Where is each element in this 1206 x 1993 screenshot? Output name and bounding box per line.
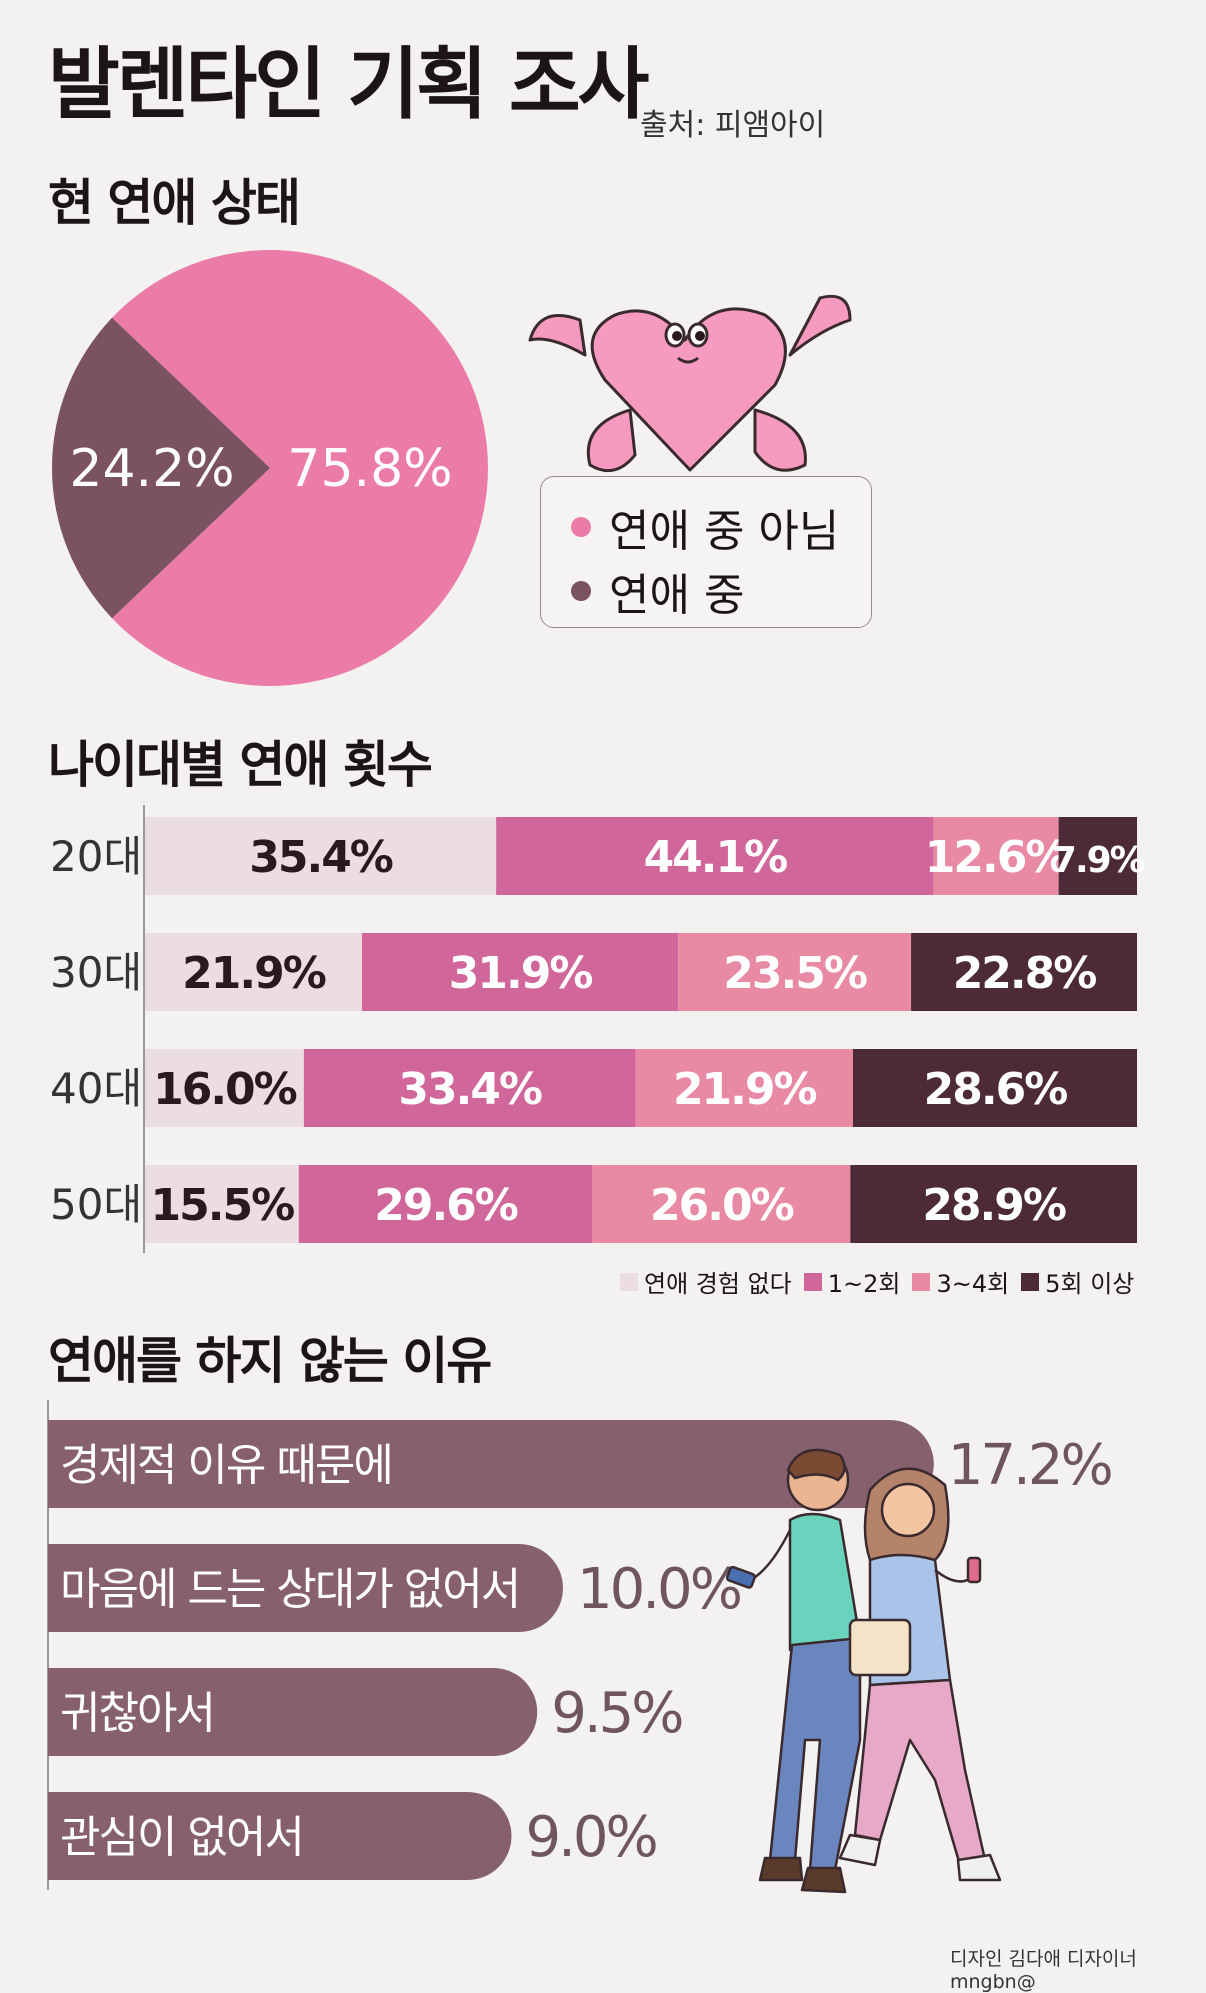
legend-label: 5회 이상: [1045, 1270, 1135, 1298]
stacked-bar-value-label: 29.6%: [374, 1180, 518, 1231]
pie-slice-not-dating: [112, 250, 489, 686]
reason-bar: [48, 1668, 538, 1756]
stacked-bar-segment: [592, 1165, 851, 1243]
stacked-bar-segment: [496, 817, 934, 895]
reason-category-label: 귀찮아서: [60, 1688, 214, 1739]
age-category-label: 40대: [50, 1064, 142, 1113]
stacked-bar-segment: [145, 933, 363, 1011]
reason-section-title: 연애를 하지 않는 이유: [48, 1332, 492, 1390]
stacked-bar-value-label: 12.6%: [925, 832, 1069, 883]
stacked-bar-segment: [362, 933, 679, 1011]
stacked-bar-segment: [933, 817, 1059, 895]
pink-dot-icon: [571, 517, 591, 537]
source-text: 출처: 피앰아이: [640, 108, 826, 143]
stacked-bar-value-label: 35.4%: [249, 832, 393, 883]
age-category-label: 30대: [50, 948, 142, 997]
reason-category-label: 관심이 없어서: [60, 1812, 303, 1863]
age-category-label: 20대: [50, 832, 142, 881]
stacked-bar-value-label: 21.9%: [673, 1064, 817, 1115]
stacked-bar-value-label: 26.0%: [650, 1180, 794, 1231]
legend-item-5-plus: 5회 이상: [1021, 1264, 1134, 1299]
legend-label: 1~2회: [827, 1270, 901, 1298]
stacked-bar-segment: [303, 1049, 636, 1127]
legend-label-dating: 연애 중: [609, 570, 745, 621]
stacked-bar-value-label: 21.9%: [182, 948, 326, 999]
legend-item-not-dating: 연애 중 아님: [571, 495, 839, 559]
stacked-bar-value-label: 31.9%: [449, 948, 593, 999]
legend-item-1-2: 1~2회: [803, 1264, 901, 1299]
reason-bar: [48, 1420, 934, 1508]
plum-dot-icon: [571, 581, 591, 601]
reason-value-label: 10.0%: [577, 1557, 741, 1622]
reason-bar: [48, 1792, 512, 1880]
legend-item-none: 연애 경험 없다: [620, 1264, 792, 1299]
stacked-bar-value-label: 44.1%: [644, 832, 788, 883]
reason-bar-chart: 경제적 이유 때문에 17.2% 마음에 드는 상대가 없어서 10.0% 귀찮아서 9.…: [47, 1400, 1114, 1890]
reason-bar: [48, 1544, 563, 1632]
legend-label-not-dating: 연애 중 아님: [609, 506, 840, 557]
credit-text: 디자인 김다애 디자이너 mngbn@: [950, 1948, 1137, 1993]
reason-value-label: 17.2%: [948, 1433, 1112, 1498]
people-illustration-icon: [725, 1448, 1002, 1894]
legend-item-dating: 연애 중: [571, 559, 744, 623]
stacked-bar-segment: [678, 933, 912, 1011]
stacked-bar-value-label: 15.5%: [151, 1180, 295, 1231]
reason-value-label: 9.0%: [526, 1805, 657, 1870]
swatch-icon: [620, 1272, 638, 1291]
pie-slice-dating: [52, 317, 270, 619]
pie-label-dating: 24.2%: [69, 439, 234, 499]
stacked-bar-segment: [145, 817, 497, 895]
stacked-bar-value-label: 23.5%: [723, 948, 867, 999]
reason-category-label: 마음에 드는 상대가 없어서: [60, 1564, 519, 1615]
stacked-bar-value-label: 16.0%: [153, 1064, 297, 1115]
swatch-icon: [803, 1272, 822, 1291]
stacked-bar-value-label: 7.9%: [1052, 840, 1145, 881]
legend-label: 연애 경험 없다: [644, 1270, 792, 1298]
stacked-bar-value-label: 28.9%: [922, 1180, 1066, 1231]
stacked-bar-segment: [1058, 817, 1137, 895]
stacked-bar-segment: [850, 1165, 1137, 1243]
stacked-bar-segment: [298, 1165, 593, 1243]
pie-legend: 연애 중 아님 연애 중: [540, 476, 872, 628]
status-section-title: 현 연애 상태: [48, 174, 301, 232]
reason-value-label: 9.5%: [551, 1681, 682, 1746]
stacked-bar-segment: [635, 1049, 854, 1127]
heart-mascot-icon: [528, 294, 852, 473]
stacked-bar-value-label: 28.6%: [924, 1064, 1068, 1115]
pie-label-not-dating: 75.8%: [287, 439, 452, 499]
swatch-icon: [912, 1272, 931, 1291]
stacked-bar-value-label: 33.4%: [398, 1064, 542, 1115]
stacked-bar-segment: [145, 1049, 304, 1127]
stacked-bar-segment: [853, 1049, 1137, 1127]
stacked-bar-value-label: 22.8%: [953, 948, 1097, 999]
main-title: 발렌타인 기획 조사: [48, 40, 649, 130]
legend-item-3-4: 3~4회: [912, 1264, 1009, 1299]
reason-category-label: 경제적 이유 때문에: [60, 1440, 392, 1491]
swatch-icon: [1021, 1272, 1040, 1291]
stacked-bar-legend: 연애 경험 없다 1~2회 3~4회 5회 이상: [620, 1264, 1134, 1299]
age-category-label: 50대: [50, 1180, 142, 1229]
status-pie-chart: 75.8% 24.2%: [52, 250, 489, 686]
stacked-bar-segment: [145, 1165, 299, 1243]
legend-label: 3~4회: [936, 1270, 1010, 1298]
age-count-stacked-bar-chart: 20대 35.4% 44.1% 12.6%7.9% 30대 21.9% 31.9% 23.5%…: [50, 805, 1147, 1253]
count-section-title: 나이대별 연애 횟수: [48, 736, 433, 794]
stacked-bar-segment: [911, 933, 1137, 1011]
